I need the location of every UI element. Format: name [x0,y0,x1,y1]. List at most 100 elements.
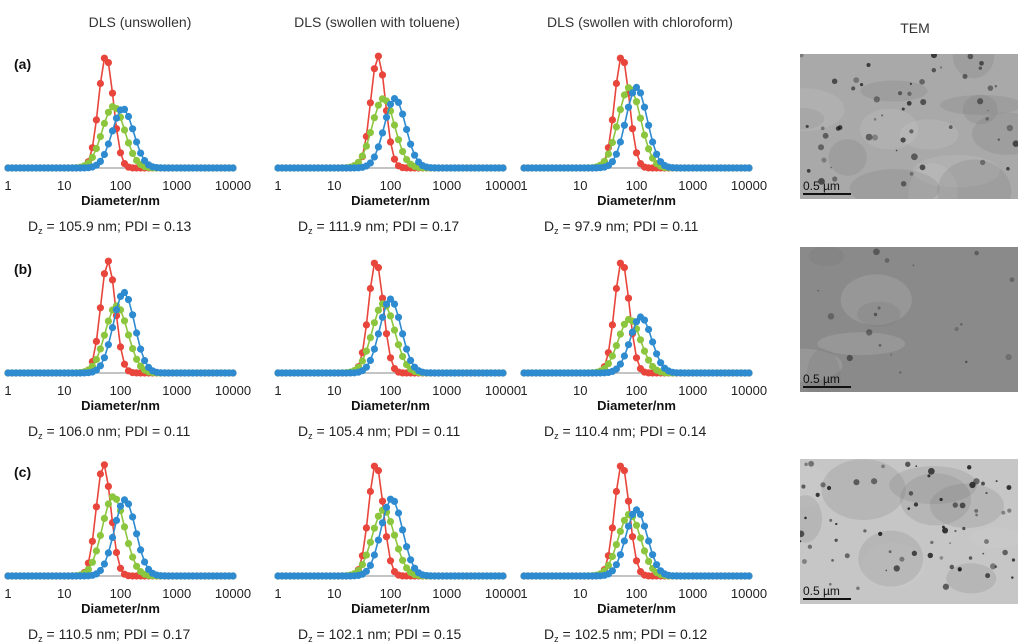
x-tick-label: 1 [520,586,527,601]
tem-particle [979,61,984,66]
data-point-blue [394,509,403,517]
data-point-green [620,516,628,524]
data-point-red [100,461,108,469]
tem-particle [997,138,1000,141]
data-point-green [399,147,407,156]
data-point-red [608,116,616,124]
x-tick-label: 10000 [485,178,521,193]
data-point-red [624,497,633,505]
tem-particle [968,556,973,560]
tem-particle [835,522,838,526]
data-point-green [636,336,645,344]
tem-particle [912,264,915,267]
data-point-green [645,145,653,153]
tem-texture [800,463,831,508]
tem-particle [908,491,914,496]
tem-particle [878,343,882,347]
tem-particle [967,465,972,470]
data-point-red [612,284,620,293]
data-point-red [620,467,628,475]
tem-particle [942,583,950,590]
row-label-b: (b) [14,261,32,277]
tem-particle [913,502,919,507]
data-point-blue [374,536,382,544]
data-point-green [394,136,403,144]
caption-subscript: z [38,226,43,236]
x-tick-label: 10 [57,383,71,398]
x-tick-label: 1 [4,586,11,601]
data-point-green [120,523,129,531]
tem-particle [982,552,985,555]
dls-plot: 1 10 100 1000 10000 Diameter/nm [520,54,767,208]
tem-particle [900,137,906,143]
x-tick-label: 100 [110,383,132,398]
data-point-blue [366,561,374,569]
x-tick-label: 1 [274,383,281,398]
data-point-blue [112,306,121,314]
tem-particle [930,540,934,545]
tem-texture [860,80,928,102]
tem-particle [911,550,918,556]
data-point-green [358,357,366,365]
data-point-blue [137,546,145,554]
data-point-green [394,545,403,553]
data-point-red [390,155,399,163]
data-point-blue [374,143,382,151]
x-axis-label: Diameter/nm [81,193,160,208]
x-axis-label: Diameter/nm [351,193,430,208]
x-tick-label: 1000 [678,586,707,601]
data-point-green [92,547,100,555]
tem-texture [849,169,940,199]
data-point-blue [378,519,387,527]
tem-particle [859,83,864,87]
data-point-green [124,331,133,339]
tem-scale-label-a: 0.5 µm [803,179,840,193]
tem-particle [952,502,958,508]
data-point-blue [653,561,661,569]
x-tick-label: 10 [573,178,587,193]
x-tick-label: 100 [626,178,648,193]
tem-particle [801,484,806,489]
data-point-red [366,99,374,107]
tem-particle [985,573,991,579]
tem-particle [939,556,944,560]
x-tick-label: 1000 [162,383,191,398]
tem-particle [987,85,994,91]
tem-particle [954,327,959,332]
tem-particle [962,73,968,79]
data-point-blue [108,324,117,332]
x-axis-label: Diameter/nm [81,601,160,616]
tem-particle [901,107,905,111]
data-point-green [608,552,616,561]
data-point-red [104,482,112,490]
data-point-blue [366,159,374,167]
x-tick-label: 100 [626,383,648,398]
data-point-blue [745,164,753,172]
data-point-blue [382,113,391,121]
data-point-blue [124,500,133,508]
x-tick-label: 10000 [731,178,767,193]
data-point-green [129,345,137,353]
column-title-toluene: DLS (swollen with toluene) [294,14,460,30]
data-point-green [399,352,407,361]
series-line-red [8,258,233,374]
data-point-green [645,356,653,364]
data-point-red [120,360,129,368]
data-point-green [390,121,399,129]
tem-particle [808,460,815,467]
tem-particle [909,82,913,86]
tem-particle [905,461,911,467]
tem-particle [1002,549,1008,556]
data-point-red [116,564,125,572]
tem-texture [800,107,825,130]
tem-scale-bar-b [803,386,851,388]
x-tick-label: 10000 [215,586,251,601]
tem-texture [821,459,906,521]
data-point-red [612,487,620,496]
data-point-blue [399,526,407,534]
data-point-green [112,495,121,503]
data-point-blue [636,89,645,97]
data-point-red [628,533,637,541]
tem-particle [899,556,905,562]
tem-particle [906,100,912,106]
